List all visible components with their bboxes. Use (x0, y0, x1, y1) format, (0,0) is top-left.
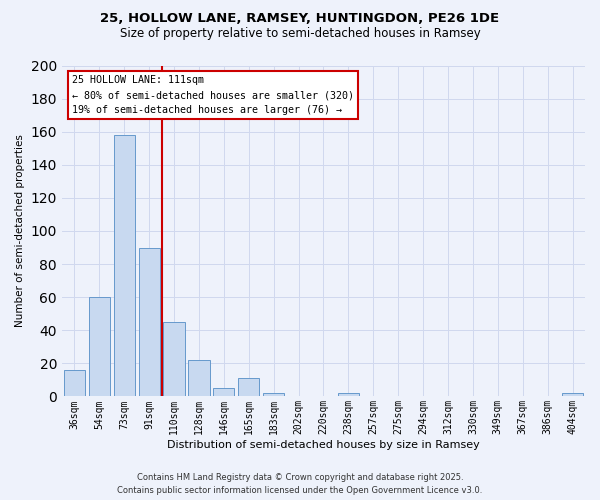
Bar (213, 388, 235, 396)
Bar (188, 360, 209, 397)
Bar (113, 135, 135, 396)
Bar (89, 297, 110, 396)
Bar (338, 393, 359, 396)
Bar (263, 393, 284, 396)
Y-axis label: Number of semi-detached properties: Number of semi-detached properties (15, 134, 25, 328)
Text: Contains HM Land Registry data © Crown copyright and database right 2025.
Contai: Contains HM Land Registry data © Crown c… (118, 474, 482, 495)
Text: 25 HOLLOW LANE: 111sqm
← 80% of semi-detached houses are smaller (320)
19% of se: 25 HOLLOW LANE: 111sqm ← 80% of semi-det… (73, 76, 355, 115)
Bar (562, 393, 583, 396)
Text: Size of property relative to semi-detached houses in Ramsey: Size of property relative to semi-detach… (119, 28, 481, 40)
Bar (139, 248, 160, 396)
Bar (64, 370, 85, 396)
X-axis label: Distribution of semi-detached houses by size in Ramsey: Distribution of semi-detached houses by … (167, 440, 480, 450)
Bar (163, 322, 185, 396)
Text: 25, HOLLOW LANE, RAMSEY, HUNTINGDON, PE26 1DE: 25, HOLLOW LANE, RAMSEY, HUNTINGDON, PE2… (100, 12, 500, 26)
Bar (238, 378, 259, 396)
